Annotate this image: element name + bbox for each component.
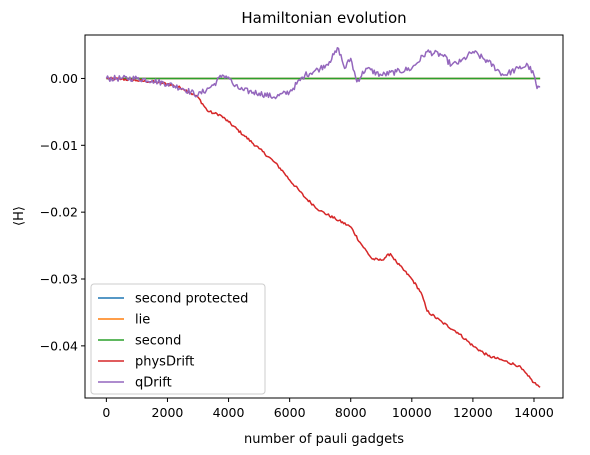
x-tick-label: 6000	[274, 405, 306, 420]
legend-label: second	[135, 334, 181, 349]
legend-label: physDrift	[135, 355, 194, 370]
x-tick-label: 4000	[213, 405, 245, 420]
y-tick-label: −0.03	[40, 272, 78, 287]
x-tick-label: 2000	[152, 405, 184, 420]
legend-label: qDrift	[135, 376, 172, 391]
x-tick-label: 8000	[335, 405, 367, 420]
y-axis: 0.00 −0.01 −0.02 −0.03 −0.04	[40, 71, 85, 353]
series-line-qdrift	[106, 48, 540, 99]
y-axis-label: ⟨H⟩	[12, 206, 27, 226]
x-tick-label: 10000	[392, 405, 432, 420]
x-tick-label: 14000	[514, 405, 554, 420]
chart-title: Hamiltonian evolution	[241, 9, 406, 27]
x-tick-label: 0	[102, 405, 110, 420]
x-axis: 0 2000 4000 6000 8000 10000 12000 14000	[102, 398, 554, 420]
legend-label: second protected	[135, 292, 248, 307]
y-tick-label: −0.01	[40, 138, 78, 153]
x-tick-label: 12000	[453, 405, 493, 420]
y-tick-label: −0.04	[40, 338, 78, 353]
legend: second protected lie second physDrift qDrift	[91, 284, 265, 394]
y-tick-label: −0.02	[40, 205, 78, 220]
legend-label: lie	[135, 313, 150, 328]
x-axis-label: number of pauli gadgets	[244, 432, 404, 447]
y-tick-label: 0.00	[50, 71, 78, 86]
